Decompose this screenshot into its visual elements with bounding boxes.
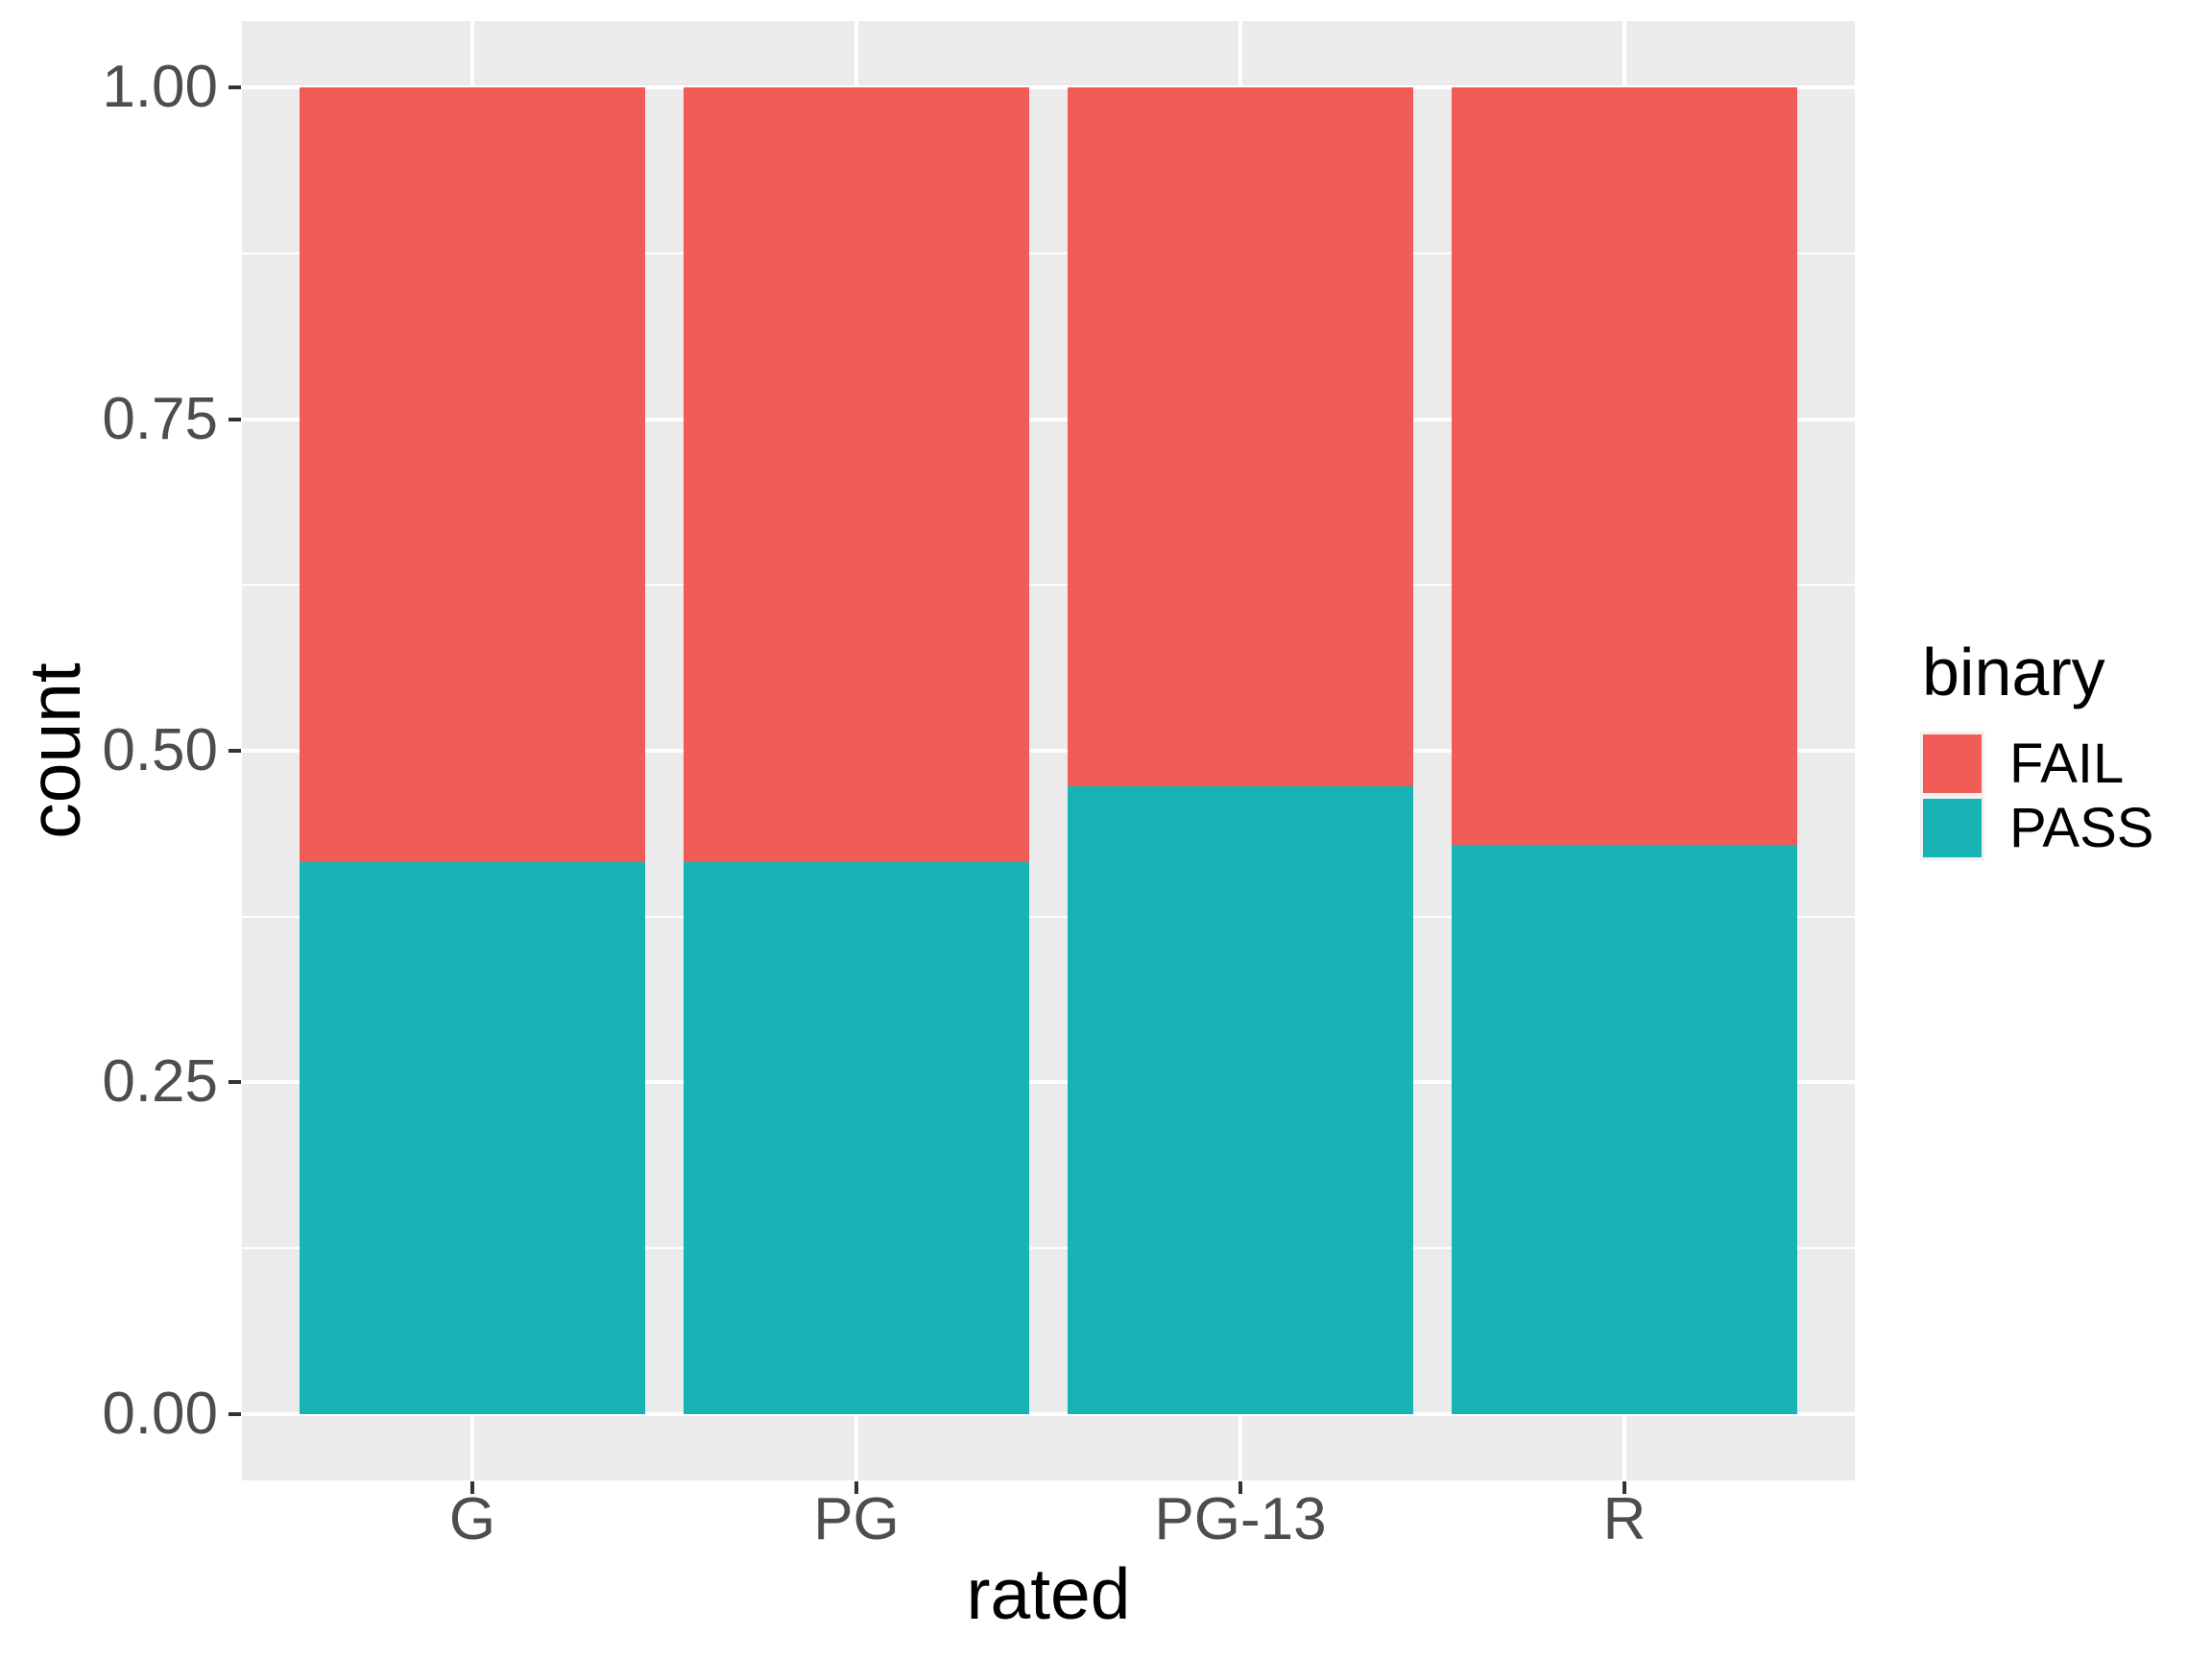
- x-axis-title: rated: [966, 1553, 1131, 1634]
- y-tick-label: 0.25: [102, 1048, 218, 1115]
- x-tick-label: PG-13: [1154, 1486, 1327, 1552]
- legend-swatch-fail: [1923, 734, 1982, 793]
- y-tick-mark: [228, 1080, 241, 1084]
- bar-segment-fail-G: [300, 87, 645, 862]
- y-tick-mark: [228, 85, 241, 89]
- x-tick-label: R: [1602, 1486, 1647, 1552]
- x-tick-mark: [1238, 1481, 1242, 1494]
- legend-key-fail: [1920, 732, 1984, 796]
- legend-label-pass: PASS: [2009, 797, 2154, 859]
- legend-key-pass: [1920, 796, 1984, 860]
- y-tick-label: 0.75: [102, 386, 218, 452]
- bar-segment-pass-R: [1452, 845, 1797, 1414]
- y-tick-mark: [228, 1412, 241, 1416]
- x-tick-mark: [470, 1481, 474, 1494]
- minor-gridline: [242, 916, 1855, 918]
- y-axis-title: count: [14, 662, 95, 839]
- y-tick-label: 0.00: [102, 1381, 218, 1447]
- x-tick-mark: [1623, 1481, 1626, 1494]
- bar-segment-pass-PG-13: [1068, 786, 1413, 1414]
- y-tick-mark: [228, 418, 241, 421]
- bar-segment-pass-PG: [684, 862, 1029, 1414]
- legend-label-fail: FAIL: [2009, 733, 2125, 795]
- bar-segment-fail-PG: [684, 87, 1029, 862]
- plot-panel: [242, 21, 1855, 1480]
- legend-title: binary: [1922, 635, 2105, 709]
- major-gridline: [242, 1080, 1855, 1084]
- y-tick-label: 0.50: [102, 717, 218, 783]
- legend-swatch-pass: [1923, 799, 1982, 857]
- x-tick-label: PG: [813, 1486, 900, 1552]
- minor-gridline: [242, 252, 1855, 254]
- major-gridline: [242, 1412, 1855, 1416]
- major-gridline: [242, 85, 1855, 89]
- x-tick-label: G: [448, 1486, 496, 1552]
- minor-gridline: [242, 584, 1855, 586]
- bar-segment-pass-G: [300, 862, 645, 1414]
- y-tick-mark: [228, 749, 241, 753]
- x-tick-mark: [854, 1481, 858, 1494]
- bar-segment-fail-R: [1452, 87, 1797, 845]
- major-gridline: [242, 418, 1855, 421]
- y-tick-label: 1.00: [102, 54, 218, 120]
- bar-segment-fail-PG-13: [1068, 87, 1413, 786]
- minor-gridline: [242, 1247, 1855, 1249]
- major-gridline: [242, 749, 1855, 753]
